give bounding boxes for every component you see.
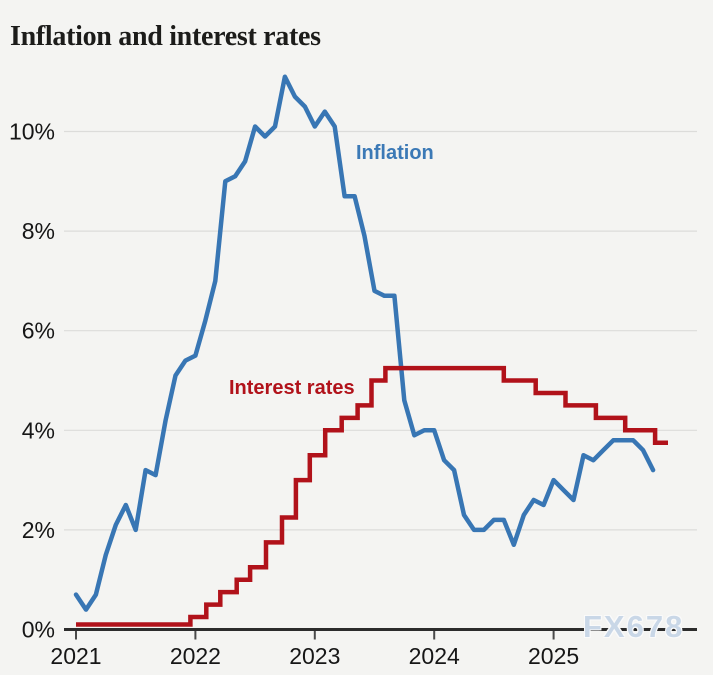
- chart-title: Inflation and interest rates: [10, 20, 321, 52]
- x-tick-label: 2022: [170, 643, 221, 669]
- x-tick-label: 2021: [50, 643, 101, 669]
- y-tick-label: 4%: [22, 417, 55, 443]
- y-tick-label: 6%: [22, 318, 55, 344]
- y-tick-label: 10%: [9, 119, 55, 145]
- interest-rate-line: [76, 365, 668, 627]
- inflation-series-label: Inflation: [356, 142, 434, 164]
- x-tick-label: 2025: [528, 643, 579, 669]
- x-tick-label: 2024: [409, 643, 460, 669]
- watermark: FX678: [583, 609, 685, 644]
- inflation-line: [73, 74, 656, 612]
- y-tick-label: 0%: [22, 617, 55, 643]
- x-tick-label: 2023: [289, 643, 340, 669]
- y-tick-label: 8%: [22, 218, 55, 244]
- y-tick-label: 2%: [22, 517, 55, 543]
- interest-rates-series-label: Interest rates: [229, 377, 355, 399]
